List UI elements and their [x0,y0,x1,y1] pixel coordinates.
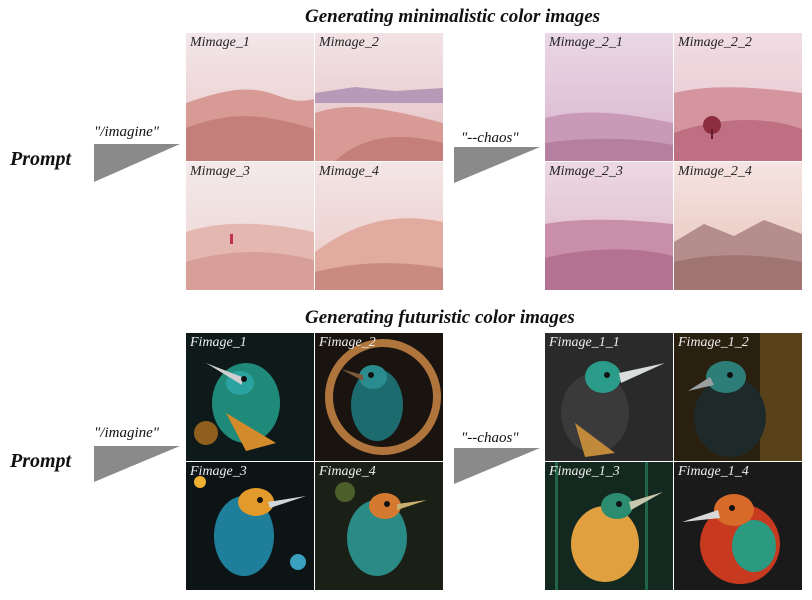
tile-label: Fimage_1 [190,335,247,350]
image-tile[interactable]: Fimage_4 [315,462,443,590]
image-tile[interactable]: Fimage_1_3 [545,462,673,590]
tile-label: Fimage_1_3 [549,464,620,479]
desert-dunes-image [545,162,673,290]
tile-label: Mimage_2_4 [678,164,752,179]
futuristic-imagine-arrow-icon [94,446,180,482]
tile-label: Fimage_2 [319,335,376,350]
bird-image [315,462,443,590]
minimal-chaos-arrow-icon [454,147,540,183]
bird-image [315,333,443,461]
futuristic-prompt-label: Prompt [10,450,72,472]
image-tile-selected[interactable]: Fimage_1 [186,333,314,461]
bird-image [186,333,314,461]
desert-dunes-image [545,33,673,161]
image-tile[interactable]: Mimage_2_3 [545,162,673,290]
tile-label: Mimage_1 [190,35,250,50]
tile-label: Mimage_2_1 [549,35,623,50]
minimal-chaos-label: "--chaos" [461,130,519,146]
desert-dunes-image [186,162,314,290]
bird-image [545,333,673,461]
tile-label: Fimage_1_2 [678,335,749,350]
minimal-prompt-label: Prompt [10,148,72,170]
minimal-imagine-label: "/imagine" [94,124,160,140]
futuristic-imagine-label: "/imagine" [94,425,160,441]
desert-mountains-image [674,162,802,290]
image-tile[interactable]: Fimage_1_1 [545,333,673,461]
futuristic-section-title: Generating futuristic color images [305,307,575,328]
image-tile[interactable]: Mimage_2_2 [674,33,802,161]
tile-label: Mimage_4 [319,164,379,179]
bird-image [186,462,314,590]
image-tile[interactable]: Fimage_1_2 [674,333,802,461]
desert-tree-image [674,33,802,161]
bird-image [674,333,802,461]
bird-image [674,462,802,590]
desert-dunes-image [315,33,443,161]
image-tile[interactable]: Mimage_2_4 [674,162,802,290]
image-tile[interactable]: Fimage_1_4 [674,462,802,590]
image-tile-selected[interactable]: Mimage_2 [315,33,443,161]
image-tile[interactable]: Mimage_4 [315,162,443,290]
tile-label: Mimage_2 [319,35,379,50]
tile-label: Fimage_3 [190,464,247,479]
tile-label: Fimage_1_4 [678,464,749,479]
tile-label: Mimage_3 [190,164,250,179]
image-tile[interactable]: Mimage_2_1 [545,33,673,161]
image-tile[interactable]: Fimage_2 [315,333,443,461]
tile-label: Mimage_2_3 [549,164,623,179]
tile-label: Fimage_1_1 [549,335,620,350]
minimal-section-title: Generating minimalistic color images [305,6,601,27]
desert-dunes-image [186,33,314,161]
tile-label: Fimage_4 [319,464,376,479]
desert-dunes-image [315,162,443,290]
minimal-imagine-arrow-icon [94,144,180,182]
image-tile[interactable]: Fimage_3 [186,462,314,590]
tile-label: Mimage_2_2 [678,35,752,50]
image-tile[interactable]: Mimage_3 [186,162,314,290]
futuristic-chaos-label: "--chaos" [461,430,519,446]
bird-image [545,462,673,590]
futuristic-chaos-arrow-icon [454,448,540,484]
image-tile[interactable]: Mimage_1 [186,33,314,161]
